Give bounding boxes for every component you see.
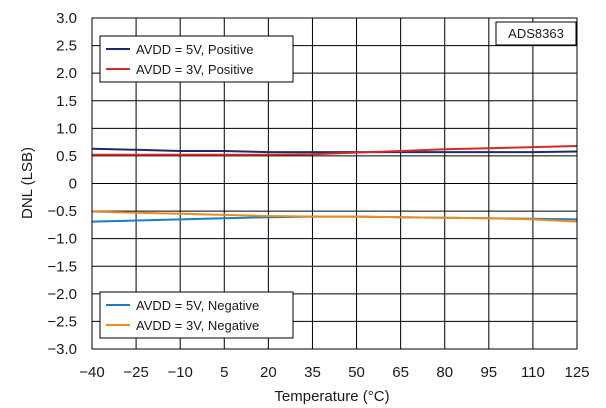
x-tick-label: 65 — [392, 364, 409, 381]
y-tick-label: −1.5 — [47, 258, 77, 275]
legend-label: AVDD = 3V, Positive — [136, 62, 253, 77]
legend-label: AVDD = 5V, Positive — [136, 42, 253, 57]
legend-negative: AVDD = 5V, Negative AVDD = 3V, Negative — [99, 291, 294, 339]
x-tick-label: 50 — [348, 364, 365, 381]
legend-label: AVDD = 3V, Negative — [136, 318, 259, 333]
annotation-box: ADS8363 — [495, 21, 577, 46]
legend-box — [99, 35, 294, 83]
y-tick-label: 2.5 — [56, 38, 77, 55]
y-tick-label: 1.0 — [56, 120, 77, 137]
legend-box — [99, 291, 294, 339]
y-tick-label: −2.5 — [47, 313, 77, 330]
x-tick-label: 95 — [480, 364, 497, 381]
x-tick-labels: −40 −25 −10 5 20 35 50 65 80 95 110 125 — [79, 364, 589, 381]
series-layer — [91, 145, 578, 223]
series-line-avdd-5v-positive — [91, 147, 578, 154]
x-tick-label: −25 — [123, 364, 148, 381]
y-tick-label: 0 — [69, 176, 77, 193]
x-tick-label: 5 — [220, 364, 228, 381]
y-tick-label: 0.5 — [56, 148, 77, 165]
x-tick-label: 80 — [436, 364, 453, 381]
x-axis-label: Temperature (°C) — [274, 388, 389, 405]
y-tick-label: −0.5 — [47, 203, 77, 220]
y-tick-labels: 3.0 2.5 2.0 1.5 1.0 0.5 0 −0.5 −1.0 −1.5 −2.0 −2.5 −… — [47, 10, 77, 358]
legend-label: AVDD = 5V, Negative — [136, 298, 259, 313]
series-line-avdd-3v-negative — [91, 210, 578, 223]
y-axis-label: DNL (LSB) — [19, 147, 36, 219]
legend-positive: AVDD = 5V, Positive AVDD = 3V, Positive — [99, 35, 294, 83]
series-line-avdd-3v-positive — [92, 145, 578, 156]
y-tick-label: −2.0 — [47, 286, 77, 303]
plot-frame — [91, 17, 578, 350]
x-tick-label: −10 — [167, 364, 192, 381]
annotation-text: ADS8363 — [508, 26, 564, 41]
y-tick-label: −3.0 — [47, 341, 77, 358]
y-tick-label: −1.0 — [47, 231, 77, 248]
x-tick-label: 35 — [304, 364, 321, 381]
x-tick-label: 110 — [521, 364, 545, 381]
y-tick-label: 3.0 — [56, 10, 77, 27]
y-tick-label: 2.0 — [56, 65, 77, 82]
x-tick-label: −40 — [79, 364, 104, 381]
y-tick-label: 1.5 — [56, 93, 77, 110]
x-tick-label: 125 — [564, 364, 589, 381]
x-tick-label: 20 — [260, 364, 277, 381]
